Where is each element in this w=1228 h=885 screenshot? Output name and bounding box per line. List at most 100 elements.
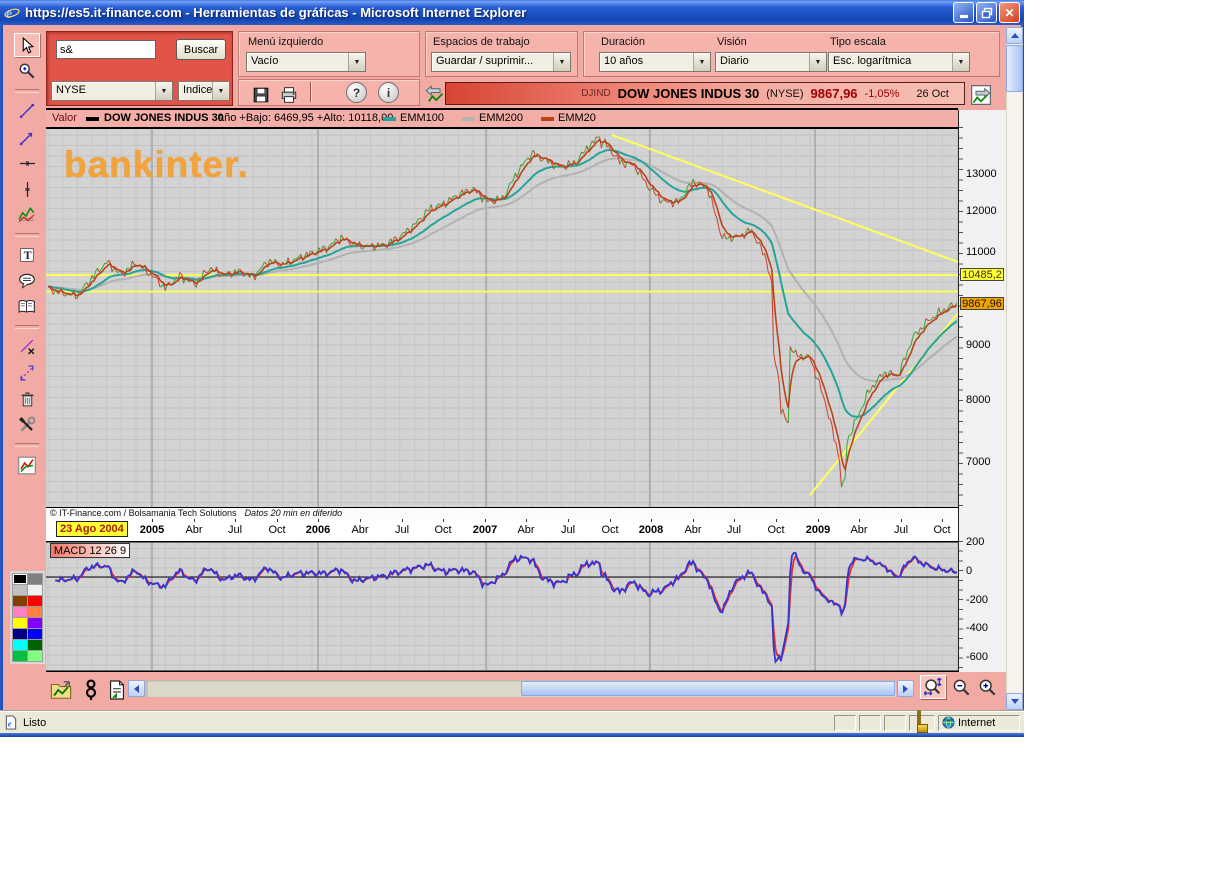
zoom-in-button[interactable] [975,676,999,698]
instrument-select[interactable]: Indice ▼ [178,81,230,101]
time-axis: 23 Ago 2004 2005 Abr Jul Oct 2006 Abr Jul Oct 20… [46,519,958,541]
toolbar-divider [15,325,39,329]
palette-color[interactable] [12,596,27,606]
page-setup-button[interactable] [104,678,130,702]
palette-color[interactable] [27,585,42,595]
toolbar-divider [15,233,39,237]
vertical-line-tool[interactable] [14,177,40,201]
palette-color[interactable] [27,651,42,661]
restore-button[interactable] [976,2,997,23]
palette-color[interactable] [27,640,42,650]
zoom-fit-button[interactable] [920,675,946,699]
price-axis-label: 13000 [966,168,997,180]
scroll-right-button[interactable] [897,680,914,697]
horizontal-line-icon [19,160,35,166]
palette-color[interactable] [12,585,27,595]
ie-icon: e [4,7,20,21]
minimize-button[interactable] [953,2,974,23]
chevron-down-icon: ▼ [952,53,969,71]
back-to-chart-button[interactable] [422,83,448,107]
vision-select[interactable]: Diario ▼ [715,52,827,72]
zone-pane: Internet [938,714,1020,731]
search-input[interactable] [56,40,156,59]
vertical-scrollbar-thumb[interactable] [1006,45,1023,92]
time-axis-tick [360,519,361,522]
settings-tool[interactable] [14,413,40,437]
zoom-tool[interactable] [14,59,40,83]
time-axis-label: Abr [185,524,203,536]
library-tool[interactable] [14,295,40,319]
pointer-tool[interactable] [14,33,40,57]
chart-style-tool[interactable] [14,453,40,477]
export-chart-button[interactable] [48,678,74,702]
zoom-in-icon [979,679,995,695]
comment-tool[interactable] [14,269,40,293]
palette-color[interactable] [12,607,27,617]
left-menu-select[interactable]: Vacío ▼ [246,52,366,72]
trendline-tool[interactable] [14,99,40,123]
time-axis-label: 2005 [139,524,165,536]
print-button[interactable] [276,83,302,107]
question-icon: ? [352,85,361,100]
legend-emm20-swatch [541,117,554,121]
title-bar[interactable]: e https://es5.it-finance.com - Herramien… [0,0,1024,25]
palette-color[interactable] [12,640,27,650]
link-panels-button[interactable] [78,678,104,702]
delete-all-tool[interactable] [14,387,40,411]
horizontal-scrollbar-thumb[interactable] [521,681,895,696]
palette-color[interactable] [27,629,42,639]
semiline-tool[interactable] [14,125,40,149]
scroll-down-button[interactable] [1006,693,1023,710]
save-button[interactable] [248,83,274,107]
chart-legend: Valor DOW JONES INDUS 30 año +Bajo: 6469… [46,110,958,127]
scale-type-select[interactable]: Esc. logarítmica ▼ [828,52,970,72]
price-chart[interactable] [46,127,958,509]
horizontal-line-tool[interactable] [14,151,40,175]
exchange-select[interactable]: NYSE ▼ [51,81,173,101]
palette-color[interactable] [12,651,27,661]
mini-chart-icon [18,456,36,474]
scroll-up-button[interactable] [1006,27,1023,44]
time-axis-tick [734,519,735,522]
indicator-chart-icon [18,206,35,223]
macd-axis-label: 200 [966,536,985,548]
workspaces-select[interactable]: Guardar / suprimir... ▼ [431,52,571,72]
macd-chart[interactable] [46,541,958,672]
detach-chart-button[interactable] [968,83,994,107]
delete-line-tool[interactable] [14,335,40,359]
zoom-out-icon [953,679,969,695]
scroll-left-button[interactable] [128,680,145,697]
palette-color[interactable] [27,618,42,628]
indicator-tool[interactable] [14,203,40,227]
lock-icon [916,710,928,733]
text-tool[interactable]: T [14,243,40,267]
magnifier-icon [19,63,35,79]
search-button[interactable]: Buscar [176,39,226,60]
palette-color[interactable] [12,574,27,584]
drawing-toolbar: T [9,32,45,672]
palette-color[interactable] [12,618,27,628]
zoom-out-button[interactable] [949,676,973,698]
ticker-banner: DJIND DOW JONES INDUS 30 (NYSE) 9867,96 … [445,82,965,105]
time-axis-label: Jul [560,524,576,536]
palette-color[interactable] [27,596,42,606]
palette-color[interactable] [12,629,27,639]
export-chart-icon [50,681,72,699]
close-button[interactable]: ✕ [999,2,1020,23]
palette-color[interactable] [27,574,42,584]
key-icon [85,679,97,700]
info-button[interactable]: i [378,82,399,103]
time-axis-tick [776,519,777,522]
delete-points-tool[interactable] [14,361,40,385]
trendline-icon [19,103,34,118]
time-axis-label: Jul [893,524,909,536]
close-icon: ✕ [1004,5,1015,20]
duration-select[interactable]: 10 años ▼ [599,52,711,72]
price-axis-label: 8000 [966,394,991,406]
time-axis-tick [818,519,819,522]
vertical-scrollbar-track[interactable] [1006,27,1023,710]
help-button[interactable]: ? [346,82,367,103]
palette-color[interactable] [27,607,42,617]
macd-axis-ticks [959,541,963,671]
status-bar: e Listo Internet [0,710,1024,733]
